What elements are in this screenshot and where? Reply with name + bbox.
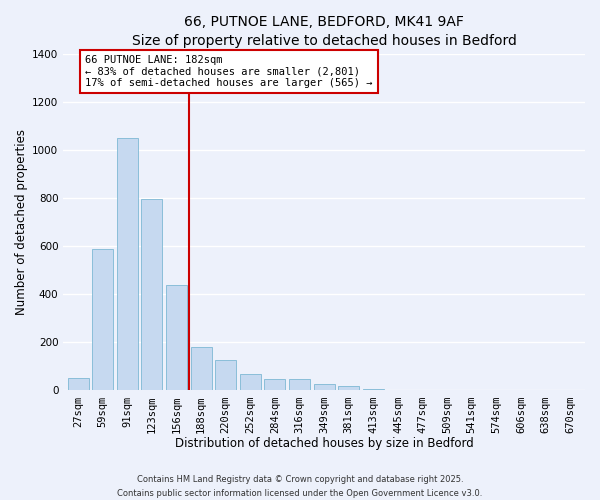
Y-axis label: Number of detached properties: Number of detached properties: [15, 129, 28, 315]
Bar: [191, 347, 212, 391]
Bar: [265, 379, 286, 390]
Bar: [117, 138, 138, 390]
Bar: [338, 386, 359, 390]
Bar: [215, 360, 236, 390]
X-axis label: Distribution of detached houses by size in Bedford: Distribution of detached houses by size …: [175, 437, 473, 450]
Bar: [166, 284, 187, 391]
Bar: [314, 384, 335, 390]
Bar: [240, 374, 261, 390]
Bar: [68, 378, 89, 390]
Bar: [142, 200, 163, 390]
Title: 66, PUTNOE LANE, BEDFORD, MK41 9AF
Size of property relative to detached houses : 66, PUTNOE LANE, BEDFORD, MK41 9AF Size …: [132, 15, 517, 48]
Text: 66 PUTNOE LANE: 182sqm
← 83% of detached houses are smaller (2,801)
17% of semi-: 66 PUTNOE LANE: 182sqm ← 83% of detached…: [85, 55, 373, 88]
Text: Contains HM Land Registry data © Crown copyright and database right 2025.
Contai: Contains HM Land Registry data © Crown c…: [118, 476, 482, 498]
Bar: [92, 248, 113, 390]
Bar: [363, 388, 384, 390]
Bar: [289, 379, 310, 390]
